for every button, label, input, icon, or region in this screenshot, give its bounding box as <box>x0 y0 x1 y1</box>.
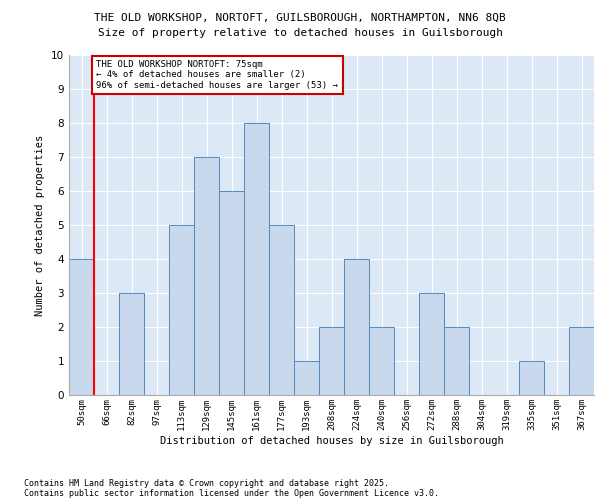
Text: Contains public sector information licensed under the Open Government Licence v3: Contains public sector information licen… <box>24 488 439 498</box>
Bar <box>444 327 469 395</box>
Text: THE OLD WORKSHOP NORTOFT: 75sqm
← 4% of detached houses are smaller (2)
96% of s: THE OLD WORKSHOP NORTOFT: 75sqm ← 4% of … <box>97 60 338 90</box>
Bar <box>269 225 294 395</box>
Bar <box>519 361 544 395</box>
X-axis label: Distribution of detached houses by size in Guilsborough: Distribution of detached houses by size … <box>160 436 503 446</box>
Bar <box>344 259 369 395</box>
Text: THE OLD WORKSHOP, NORTOFT, GUILSBOROUGH, NORTHAMPTON, NN6 8QB: THE OLD WORKSHOP, NORTOFT, GUILSBOROUGH,… <box>94 12 506 22</box>
Bar <box>169 225 194 395</box>
Bar <box>69 259 94 395</box>
Bar <box>294 361 319 395</box>
Bar <box>419 293 444 395</box>
Text: Size of property relative to detached houses in Guilsborough: Size of property relative to detached ho… <box>97 28 503 38</box>
Bar <box>569 327 594 395</box>
Bar <box>244 123 269 395</box>
Text: Contains HM Land Registry data © Crown copyright and database right 2025.: Contains HM Land Registry data © Crown c… <box>24 478 389 488</box>
Bar <box>119 293 144 395</box>
Y-axis label: Number of detached properties: Number of detached properties <box>35 134 46 316</box>
Bar <box>369 327 394 395</box>
Bar <box>194 157 219 395</box>
Bar <box>219 191 244 395</box>
Bar <box>319 327 344 395</box>
